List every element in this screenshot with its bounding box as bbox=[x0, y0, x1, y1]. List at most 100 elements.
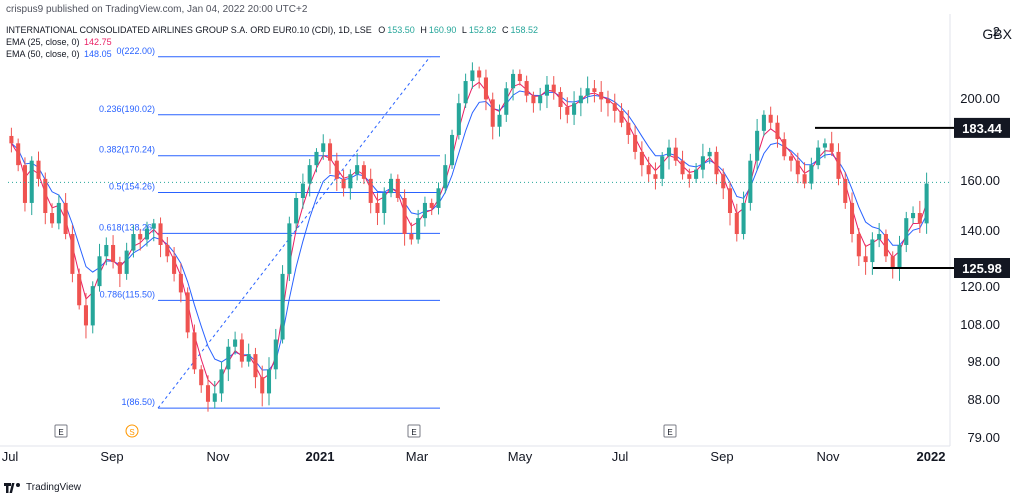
candle-body bbox=[511, 73, 516, 89]
y-tick-label: 2 bbox=[993, 24, 1000, 39]
candle-body bbox=[321, 143, 326, 152]
tradingview-brand: TradingView bbox=[26, 482, 82, 493]
candle-body bbox=[761, 114, 766, 131]
candle-body bbox=[504, 88, 509, 115]
event-marker-label: E bbox=[58, 428, 63, 437]
candle-body bbox=[355, 165, 360, 175]
candle-body bbox=[572, 103, 577, 115]
ema25-label: EMA (25, close, 0) bbox=[6, 37, 80, 47]
currency-label: GBX bbox=[982, 26, 1012, 42]
candle-body bbox=[890, 256, 895, 268]
earnings-event-icon bbox=[407, 424, 421, 438]
y-tick-label: 79.00 bbox=[967, 430, 1000, 445]
tradingview-logo-icon bbox=[4, 482, 20, 493]
candle-body bbox=[538, 95, 543, 104]
candle-body bbox=[768, 114, 773, 123]
y-tick-label: 88.00 bbox=[967, 392, 1000, 407]
candle-body bbox=[56, 202, 61, 224]
candle-body bbox=[850, 202, 855, 235]
ema50-legend[interactable]: EMA (50, close, 0) 148.05 bbox=[6, 49, 112, 59]
y-tick-label: 160.00 bbox=[960, 173, 1000, 188]
candle-body bbox=[694, 169, 699, 179]
candle-body bbox=[856, 234, 861, 257]
earnings-event-icon bbox=[663, 424, 677, 438]
y-tick-label: 120.00 bbox=[960, 279, 1000, 294]
candle-body bbox=[531, 95, 536, 104]
candle-body bbox=[63, 202, 68, 235]
candle-body bbox=[443, 165, 448, 189]
candle-body bbox=[97, 256, 102, 287]
candle-body bbox=[585, 88, 590, 96]
candle-body bbox=[22, 165, 27, 203]
candle-body bbox=[294, 197, 299, 224]
candle-body bbox=[714, 151, 719, 175]
ohlc-high: 160.90 bbox=[428, 25, 457, 35]
candle-body bbox=[348, 174, 353, 189]
split-event-icon bbox=[125, 424, 139, 438]
candle-body bbox=[565, 107, 570, 115]
ema50-label: EMA (50, close, 0) bbox=[6, 49, 80, 59]
candle-body bbox=[795, 160, 800, 175]
candle-body bbox=[904, 218, 909, 245]
candle-body bbox=[117, 262, 122, 274]
event-marker-label: E bbox=[667, 428, 672, 437]
fib-trend-line bbox=[157, 56, 431, 409]
event-marker-label: S bbox=[129, 428, 134, 437]
candle-body bbox=[626, 122, 631, 135]
candle-body bbox=[822, 143, 827, 148]
ohlc-close: 158.52 bbox=[510, 25, 538, 35]
candle-body bbox=[273, 339, 278, 370]
candle-body bbox=[816, 147, 821, 166]
candle-body bbox=[883, 234, 888, 257]
y-tick-label: 98.00 bbox=[967, 354, 1000, 369]
candle-body bbox=[517, 73, 522, 82]
candle-body bbox=[43, 178, 48, 214]
chart-grid bbox=[0, 14, 951, 447]
candle-body bbox=[341, 178, 346, 189]
candle-body bbox=[450, 134, 455, 166]
y-tick-label: 200.00 bbox=[960, 91, 1000, 106]
candle-body bbox=[287, 223, 292, 274]
candle-body bbox=[185, 292, 190, 333]
candle-body bbox=[382, 193, 387, 214]
level-price-tag bbox=[954, 257, 1010, 278]
candle-body bbox=[70, 234, 75, 274]
fibonacci-retracement: 0(222.00) 0.236(190.02) 0.382(170.24) 0.5(1… bbox=[99, 46, 440, 409]
publisher-attribution: crispus9 published on TradingView.com, J… bbox=[6, 4, 308, 15]
time-axis: Jul Sep Nov 2021 Mar May Jul Sep Nov 2022 bbox=[2, 449, 946, 464]
candle-body bbox=[300, 183, 305, 198]
x-tick-label: Nov bbox=[206, 449, 230, 464]
symbol-legend: INTERNATIONAL CONSOLIDATED AIRLINES GROU… bbox=[6, 25, 538, 35]
candle-body bbox=[151, 223, 156, 229]
candle-body bbox=[402, 197, 407, 235]
ohlc-low: 152.82 bbox=[468, 25, 497, 35]
y-tick-label: 140.00 bbox=[960, 223, 1000, 238]
candle-body bbox=[233, 339, 238, 347]
earnings-event-icon bbox=[54, 424, 68, 438]
candle-body bbox=[836, 151, 841, 179]
level-price-label: 125.98 bbox=[962, 261, 1002, 276]
x-tick-label: Nov bbox=[816, 449, 840, 464]
tradingview-footer[interactable]: TradingView bbox=[4, 482, 81, 493]
candle-body bbox=[36, 160, 41, 179]
candle-body bbox=[578, 95, 583, 104]
candle-body bbox=[192, 332, 197, 370]
candle-body bbox=[199, 369, 204, 386]
ohlc-open-label: O bbox=[378, 25, 386, 35]
ohlc-open: 153.50 bbox=[387, 25, 415, 35]
support-resistance-lines: 183.44 125.98 bbox=[8, 117, 1010, 278]
candle-body bbox=[809, 165, 814, 184]
ema25-legend[interactable]: EMA (25, close, 0) 142.75 bbox=[6, 37, 112, 47]
x-tick-label: Jul bbox=[612, 449, 629, 464]
event-marker-label: E bbox=[411, 428, 416, 437]
x-tick-label: Sep bbox=[710, 449, 733, 464]
candle-body bbox=[829, 143, 834, 152]
fib-level-label: 0.618(138.26) bbox=[99, 222, 155, 232]
candle-body bbox=[246, 354, 251, 362]
symbol-name: INTERNATIONAL CONSOLIDATED AIRLINES GROU… bbox=[6, 25, 372, 35]
candle-body bbox=[483, 77, 488, 100]
x-tick-label: 2022 bbox=[917, 449, 946, 464]
candle-body bbox=[212, 393, 217, 402]
level-price-tag bbox=[954, 117, 1010, 138]
